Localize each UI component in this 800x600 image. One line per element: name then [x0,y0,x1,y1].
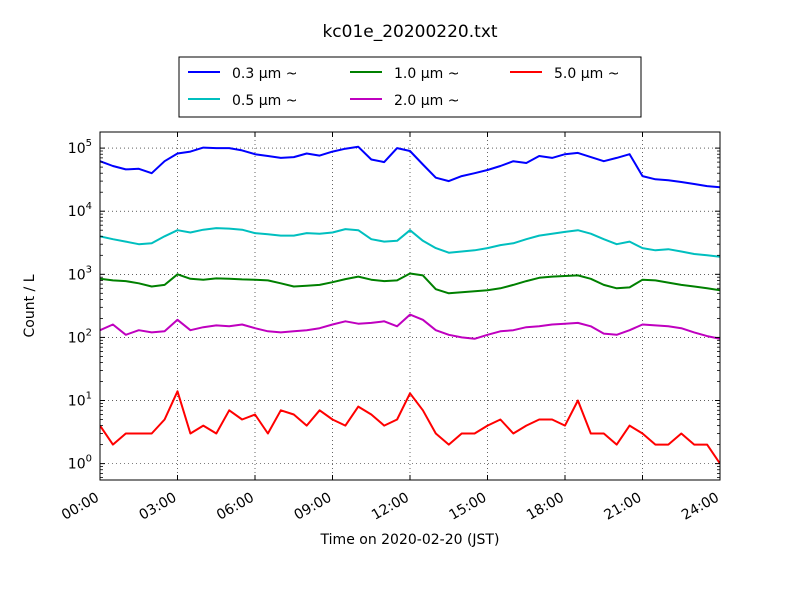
legend-label: 1.0 μm ~ [394,66,459,82]
legend-label: 2.0 μm ~ [394,93,459,109]
y-tick-label-base: 10 [68,394,86,410]
x-axis-label: Time on 2020-02-20 (JST) [320,532,500,548]
legend-label: 0.3 μm ~ [232,66,297,82]
legend-box [178,56,642,118]
y-tick-label-exponent: 5 [86,138,92,149]
series-line-4 [100,390,720,465]
y-axis-label: Count / L [22,274,38,337]
y-tick-label-exponent: 4 [86,201,92,212]
y-tick-label-base: 10 [68,457,86,473]
y-tick-label: 101 [68,391,92,410]
series-line-0 [100,145,720,189]
y-tick-label: 103 [68,264,92,283]
series-line-1 [100,227,720,258]
series-line-3 [100,313,720,340]
grid [100,132,720,480]
y-tick-label-base: 10 [68,330,86,346]
plot-series [100,145,720,465]
legend: 0.3 μm ~ 0.5 μm ~ 1.0 μm ~ 2.0 μm ~ 5.0 μm ~ [178,56,642,118]
chart-title: kc01e_20200220.txt [322,22,497,42]
y-tick-label-exponent: 0 [86,454,92,465]
y-tick-label: 100 [68,454,92,473]
y-tick-label-exponent: 1 [86,391,92,402]
y-tick-label: 102 [68,327,92,346]
series-line-2 [100,272,720,295]
legend-label: 0.5 μm ~ [232,93,297,109]
y-tick-label-base: 10 [68,141,86,157]
y-tick-label-base: 10 [68,267,86,283]
y-tick-label-exponent: 2 [86,327,92,338]
legend-label: 5.0 μm ~ [554,66,619,82]
y-tick-label-exponent: 3 [86,264,92,275]
y-tick-label: 105 [68,138,92,157]
y-tick-label-base: 10 [68,204,86,220]
y-tick-label: 104 [68,201,92,220]
